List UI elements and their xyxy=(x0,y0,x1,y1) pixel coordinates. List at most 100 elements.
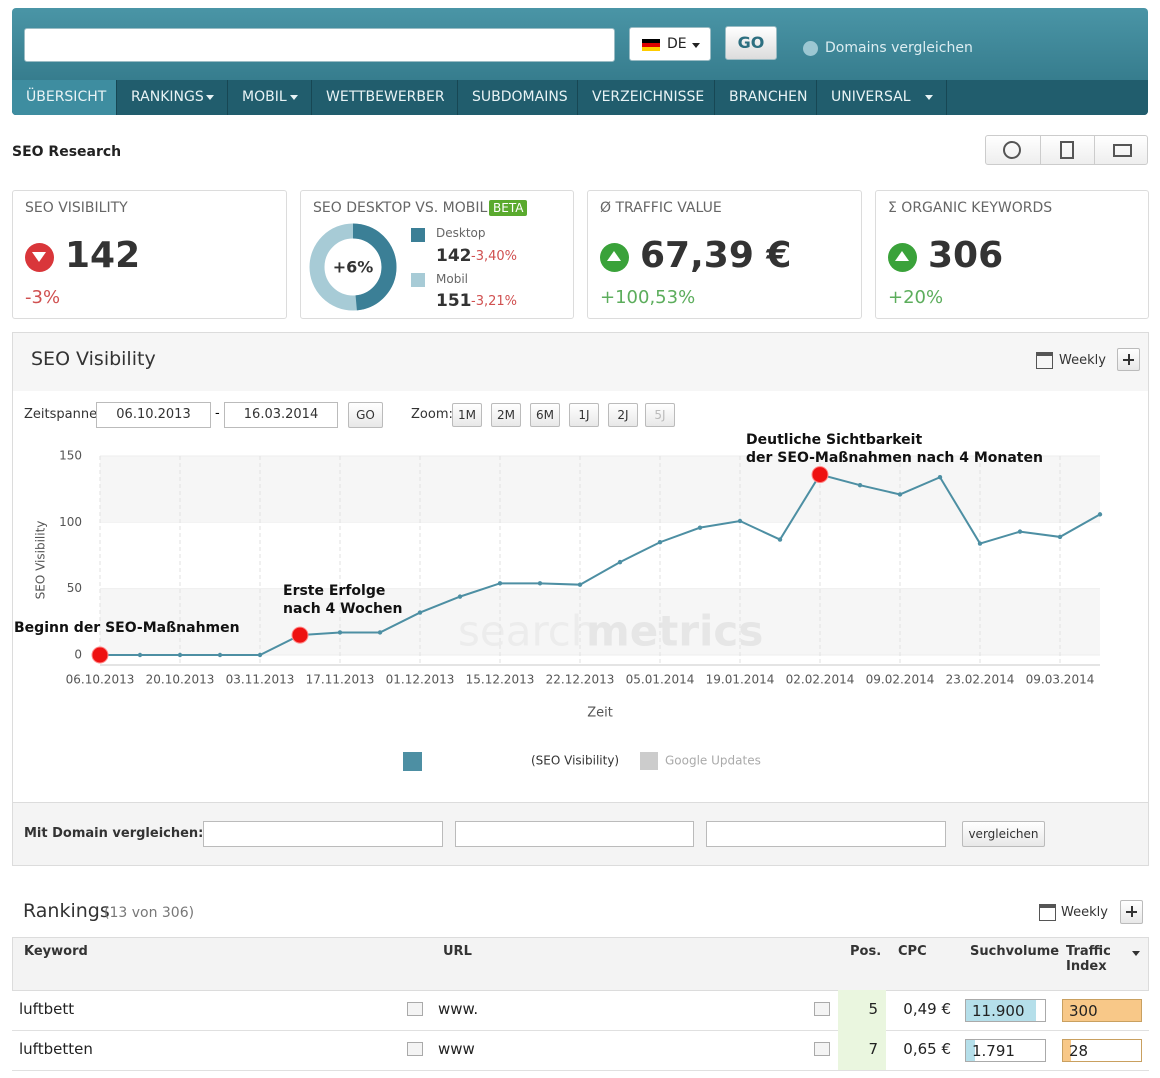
sort-caret[interactable] xyxy=(1132,951,1140,960)
desktop-label: Desktop xyxy=(436,226,486,240)
x-tick-label: 09.02.2014 xyxy=(866,673,935,687)
compare-button[interactable]: vergleichen xyxy=(962,821,1045,847)
plus xyxy=(1128,354,1130,365)
nav-tab[interactable]: UNIVERSAL xyxy=(817,80,947,115)
donut-desktop xyxy=(309,223,397,311)
compare-link[interactable]: Domains vergleichen xyxy=(825,40,973,56)
desktop-change: -3,40% xyxy=(471,249,517,264)
rankings-title: Rankings xyxy=(23,900,110,922)
plus xyxy=(1131,906,1133,917)
compare-input[interactable] xyxy=(455,821,694,847)
y-tick-label: 100 xyxy=(59,515,82,529)
row xyxy=(12,1030,1149,1071)
nav-tab[interactable]: BRANCHEN xyxy=(715,80,817,115)
point xyxy=(657,540,663,545)
range-go[interactable]: GO xyxy=(348,402,383,428)
x-tick-label: 23.02.2014 xyxy=(946,673,1015,687)
nav-tab[interactable]: WETTBEWERBER xyxy=(312,80,458,115)
legend-swatch xyxy=(411,273,425,287)
add-button[interactable] xyxy=(1117,348,1140,371)
traffic-bar xyxy=(1063,1040,1071,1061)
legend-swatch xyxy=(640,752,658,770)
donut-center: +6% xyxy=(333,258,374,277)
nav-tab[interactable]: ÜBERSICHT xyxy=(12,80,117,115)
zoom-button[interactable]: 1M xyxy=(452,403,482,427)
nav-tab[interactable]: SUBDOMAINS xyxy=(458,80,578,115)
annotation: Deutliche Sichtbarkeit xyxy=(746,432,922,448)
nav-tab[interactable]: RANKINGS xyxy=(117,80,228,115)
column-header: Traffic Index xyxy=(1066,944,1111,974)
column-header: URL xyxy=(443,944,472,959)
zoom-button[interactable]: 1J xyxy=(569,403,599,427)
toolbar xyxy=(985,135,1148,165)
point xyxy=(337,630,343,635)
y-tick-label: 50 xyxy=(67,581,82,595)
compare-input[interactable] xyxy=(706,821,946,847)
country-select[interactable]: DE xyxy=(629,27,711,61)
point xyxy=(137,652,143,658)
point xyxy=(1057,534,1063,540)
point xyxy=(937,475,943,480)
date-from[interactable]: 06.10.2013 xyxy=(96,402,211,428)
country: DE xyxy=(667,36,687,52)
compare-input[interactable] xyxy=(203,821,443,847)
highlight-marker xyxy=(91,646,109,664)
add-button[interactable] xyxy=(1120,900,1143,924)
grid-band xyxy=(100,588,1100,655)
legend-swatch xyxy=(411,228,425,242)
arrow xyxy=(895,244,909,261)
column-header: Keyword xyxy=(24,944,88,959)
highlight-marker xyxy=(811,466,829,484)
add-icon[interactable] xyxy=(1003,141,1021,159)
zoom-button[interactable]: 6M xyxy=(530,403,560,427)
zoom-button[interactable]: 2J xyxy=(608,403,638,427)
point xyxy=(577,582,583,587)
card-change: +20% xyxy=(888,287,944,308)
arrow xyxy=(32,252,46,269)
position: 5 xyxy=(868,1000,878,1018)
icon xyxy=(814,1042,830,1056)
interval[interactable]: Weekly xyxy=(1059,353,1106,368)
point xyxy=(177,652,183,658)
x-tick-label: 06.10.2013 xyxy=(66,673,135,687)
range-label: Zeitspanne: xyxy=(24,407,102,422)
go-button[interactable]: GO xyxy=(725,26,777,60)
mail-icon[interactable] xyxy=(1113,144,1132,157)
sep xyxy=(1094,136,1095,164)
keyword: luftbetten xyxy=(19,1040,93,1058)
search-volume: 11.900 xyxy=(965,999,1046,1022)
zoom-button[interactable]: 2M xyxy=(491,403,521,427)
x-tick-label: 09.03.2014 xyxy=(1026,673,1095,687)
point xyxy=(977,541,983,546)
point xyxy=(217,652,223,658)
table-header xyxy=(12,937,1149,991)
interval[interactable]: Weekly xyxy=(1061,905,1108,920)
pdf-icon[interactable] xyxy=(1060,141,1074,159)
x-tick-label: 20.10.2013 xyxy=(146,673,215,687)
date-to[interactable]: 16.03.2014 xyxy=(224,402,338,428)
cpc: 0,49 € xyxy=(903,1000,951,1018)
watermark: metrics xyxy=(586,607,763,656)
x-tick-label: 02.02.2014 xyxy=(786,673,855,687)
mobile-change: -3,21% xyxy=(471,294,517,309)
volume-value: 1.791 xyxy=(972,1042,1015,1060)
pos-cell xyxy=(838,990,886,1030)
pos-cell xyxy=(838,1030,886,1070)
traffic-bar xyxy=(1063,1000,1141,1021)
down-icon xyxy=(25,243,54,272)
point xyxy=(617,559,623,565)
icon xyxy=(814,1002,830,1016)
flag xyxy=(642,39,660,51)
nav-tab[interactable]: MOBIL xyxy=(228,80,312,115)
point xyxy=(737,518,743,524)
mobile-value: 151 xyxy=(436,291,472,311)
search-input[interactable] xyxy=(24,28,615,62)
y-tick-label: 0 xyxy=(74,648,82,662)
up-icon xyxy=(888,243,917,272)
icon xyxy=(407,1042,423,1056)
nav-bar: ÜBERSICHT RANKINGS MOBIL WETTBEWERBER SUBDOM… xyxy=(12,80,1148,115)
point xyxy=(417,610,423,615)
traffic-index: 28 xyxy=(1062,1039,1142,1062)
nav-tab[interactable]: VERZEICHNISSE xyxy=(578,80,715,115)
zoom-button[interactable]: 5J xyxy=(645,403,675,427)
